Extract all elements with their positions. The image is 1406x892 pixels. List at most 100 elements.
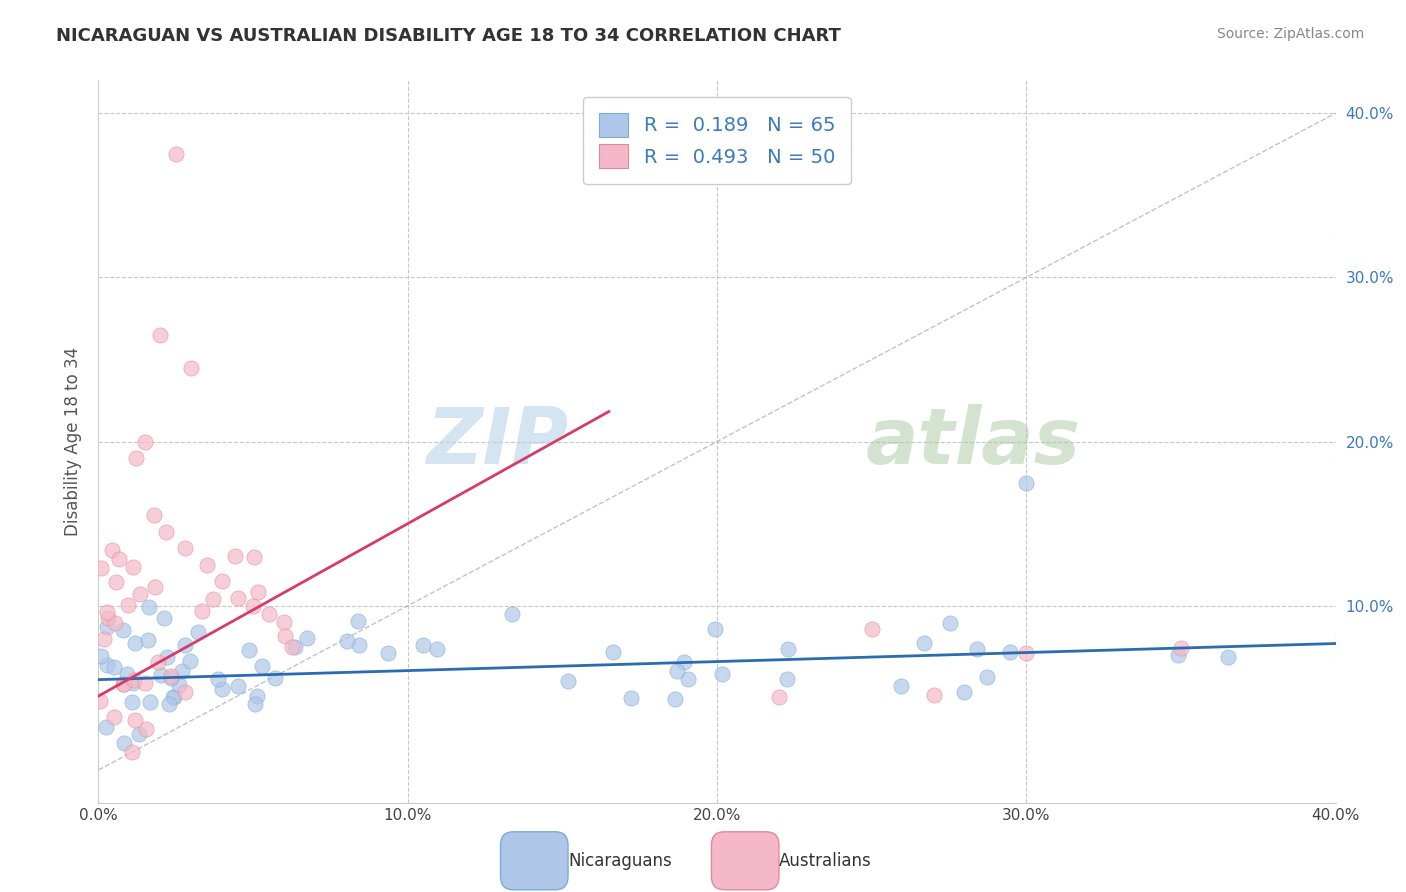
Point (163, 690, 186, 704)
Point (124, 450, 146, 465)
Point (173, 638, 195, 652)
Point (143, 580, 166, 594)
Point (152, 611, 174, 625)
Point (1015, 646, 1038, 660)
FancyBboxPatch shape (501, 831, 568, 890)
Point (377, 646, 399, 660)
Point (139, 695, 162, 709)
Point (104, 615, 127, 630)
Point (412, 638, 434, 652)
Point (90, 648, 112, 663)
Point (129, 586, 152, 600)
Point (768, 690, 790, 704)
Text: NICARAGUAN VS AUSTRALIAN DISABILITY AGE 18 TO 34 CORRELATION CHART: NICARAGUAN VS AUSTRALIAN DISABILITY AGE … (56, 27, 841, 45)
Point (242, 599, 264, 613)
Point (678, 672, 700, 686)
Point (179, 654, 201, 668)
Point (134, 676, 156, 690)
Point (143, 508, 166, 523)
Point (426, 642, 449, 657)
Point (190, 604, 212, 618)
Point (122, 676, 145, 690)
Text: atlas: atlas (866, 403, 1081, 480)
Point (165, 147, 187, 161)
Point (173, 685, 195, 699)
Point (704, 622, 727, 636)
Point (243, 550, 266, 565)
Point (226, 591, 249, 605)
Point (94, 720, 117, 734)
Point (201, 592, 224, 607)
Y-axis label: Disability Age 18 to 34: Disability Age 18 to 34 (65, 347, 83, 536)
Point (939, 616, 962, 631)
Point (195, 558, 218, 572)
Point (238, 642, 260, 657)
Point (135, 722, 157, 736)
Point (108, 552, 131, 566)
Point (122, 673, 145, 687)
Point (156, 650, 179, 665)
Point (664, 692, 686, 706)
Point (665, 664, 688, 678)
Point (602, 645, 624, 659)
Point (952, 685, 974, 699)
Point (922, 688, 945, 702)
Point (778, 641, 800, 656)
Point (96, 606, 118, 620)
Point (97, 611, 120, 625)
Point (124, 636, 146, 650)
Point (96, 657, 118, 672)
Text: Source: ZipAtlas.com: Source: ZipAtlas.com (1216, 27, 1364, 41)
Point (207, 673, 229, 687)
Point (998, 645, 1021, 659)
Point (557, 674, 579, 689)
Point (134, 434, 156, 449)
Point (257, 607, 280, 621)
Point (121, 694, 143, 708)
Point (501, 607, 523, 621)
Point (180, 360, 202, 375)
Point (160, 671, 183, 685)
Point (90, 560, 112, 574)
Point (281, 640, 304, 655)
Point (1218, 649, 1240, 664)
Point (93, 632, 115, 646)
Point (347, 638, 370, 652)
Point (273, 615, 295, 630)
Point (252, 659, 274, 673)
Point (347, 614, 370, 628)
Point (187, 625, 209, 640)
Point (160, 669, 183, 683)
Point (112, 677, 135, 691)
Point (115, 667, 138, 681)
Point (912, 635, 935, 649)
Point (246, 585, 269, 599)
Point (1170, 640, 1192, 655)
Point (96, 620, 118, 634)
Point (124, 714, 146, 728)
Point (103, 710, 125, 724)
Point (117, 598, 139, 612)
Point (122, 560, 145, 574)
Point (138, 599, 160, 614)
Point (101, 543, 124, 558)
Point (336, 633, 359, 648)
FancyBboxPatch shape (711, 831, 779, 890)
Point (620, 691, 643, 706)
Point (976, 670, 998, 684)
Point (89, 694, 111, 708)
Point (1015, 475, 1038, 490)
Point (172, 664, 194, 678)
Point (128, 727, 150, 741)
Point (136, 632, 159, 647)
Text: ZIP: ZIP (426, 403, 568, 480)
Point (274, 629, 297, 643)
Point (297, 631, 319, 645)
Point (149, 668, 172, 682)
Text: Nicaraguans: Nicaraguans (568, 852, 672, 870)
Point (155, 524, 177, 539)
Point (710, 666, 733, 681)
Point (167, 678, 190, 692)
Point (157, 698, 180, 712)
Point (246, 689, 269, 703)
